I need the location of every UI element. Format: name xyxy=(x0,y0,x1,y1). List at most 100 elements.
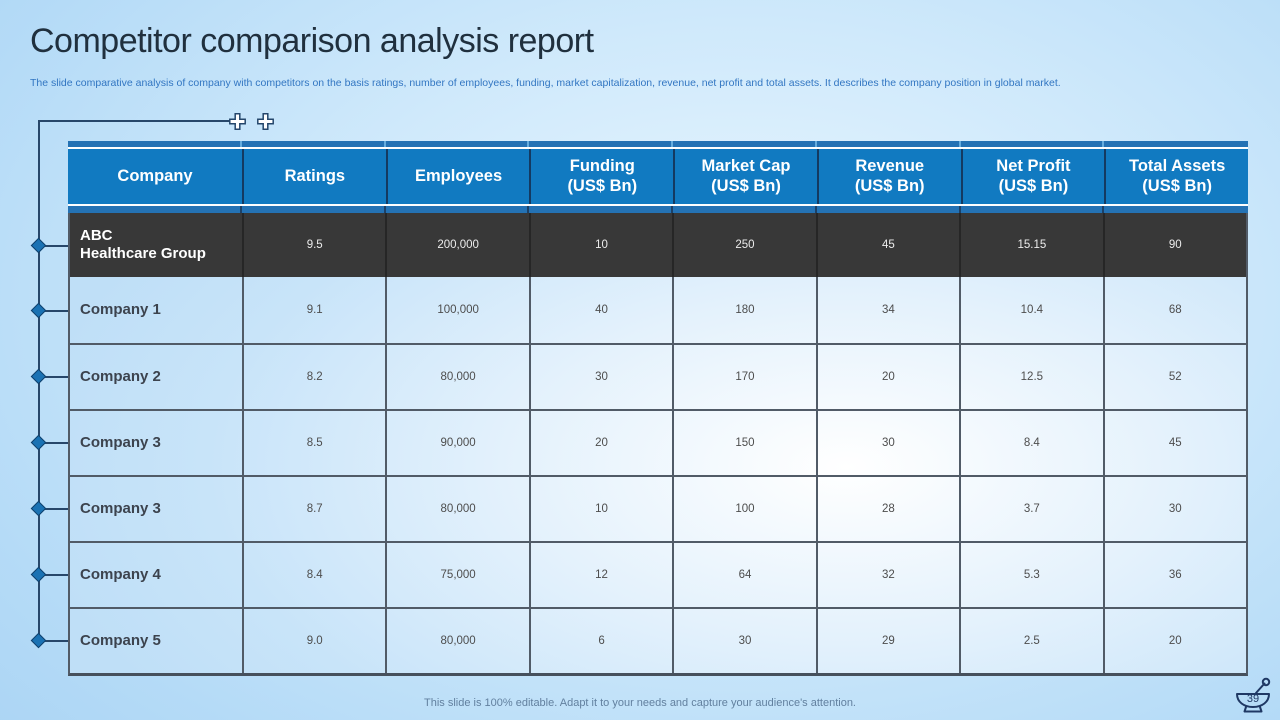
funding-cell: 6 xyxy=(528,609,672,673)
footer-note: This slide is 100% editable. Adapt it to… xyxy=(424,697,856,709)
employees-cell: 75,000 xyxy=(385,543,528,607)
table-body: ABC Healthcare Group 9.5 200,000 10 250 4… xyxy=(68,213,1248,676)
table-row: Company 4 8.4 75,000 12 64 32 5.3 36 xyxy=(70,541,1246,607)
net-profit-cell: 2.5 xyxy=(959,609,1102,673)
ratings-cell: 9.5 xyxy=(242,213,385,277)
table-rows-group: Company 1 9.1 100,000 40 180 34 10.4 68 … xyxy=(70,277,1246,673)
funding-cell: 10 xyxy=(528,213,672,277)
employees-cell: 90,000 xyxy=(385,411,528,475)
comparison-table: Company Ratings Employees Funding (US$ Bn… xyxy=(68,141,1248,676)
total-assets-cell: 68 xyxy=(1102,277,1246,343)
column-header-employees: Employees xyxy=(385,149,530,204)
slide-subtitle: The slide comparative analysis of compan… xyxy=(30,77,1061,89)
total-assets-cell: 90 xyxy=(1102,213,1246,277)
net-profit-cell: 10.4 xyxy=(959,277,1102,343)
connector-line xyxy=(40,574,68,576)
table-row: Company 1 9.1 100,000 40 180 34 10.4 68 xyxy=(70,277,1246,343)
funding-cell: 30 xyxy=(528,345,672,409)
revenue-cell: 34 xyxy=(815,277,959,343)
revenue-cell: 32 xyxy=(815,543,959,607)
employees-cell: 200,000 xyxy=(385,213,528,277)
revenue-cell: 30 xyxy=(815,411,959,475)
column-header-revenue: Revenue (US$ Bn) xyxy=(816,149,961,204)
row-marker-diamond xyxy=(30,500,47,517)
table-row: Company 5 9.0 80,000 6 30 29 2.5 20 xyxy=(70,607,1246,673)
plus-icon xyxy=(257,113,274,130)
company-cell: ABC Healthcare Group xyxy=(80,227,206,262)
funding-cell: 12 xyxy=(528,543,672,607)
company-cell: Company 5 xyxy=(80,632,161,649)
net-profit-cell: 5.3 xyxy=(959,543,1102,607)
table-accent-strip-bottom xyxy=(68,206,1248,213)
row-marker-diamond xyxy=(30,434,47,451)
divider-line xyxy=(68,204,1248,206)
svg-text:39: 39 xyxy=(1247,693,1259,705)
column-header-company: Company xyxy=(117,166,193,185)
column-header-market-cap: Market Cap (US$ Bn) xyxy=(673,149,817,204)
ratings-cell: 8.4 xyxy=(242,543,385,607)
market-cap-cell: 250 xyxy=(672,213,815,277)
company-cell: Company 1 xyxy=(80,301,161,318)
market-cap-cell: 180 xyxy=(672,277,815,343)
employees-cell: 100,000 xyxy=(385,277,528,343)
net-profit-cell: 3.7 xyxy=(959,477,1102,541)
plus-icon xyxy=(229,113,246,130)
connector-line xyxy=(40,508,68,510)
connector-line xyxy=(40,376,68,378)
market-cap-cell: 30 xyxy=(672,609,815,673)
market-cap-cell: 170 xyxy=(672,345,815,409)
total-assets-cell: 20 xyxy=(1102,609,1246,673)
net-profit-cell: 15.15 xyxy=(959,213,1102,277)
company-cell: Company 2 xyxy=(80,368,161,385)
funding-cell: 40 xyxy=(528,277,672,343)
page-number-mortar-icon: 39 xyxy=(1236,677,1271,713)
connector-line xyxy=(40,442,68,444)
divider-line xyxy=(68,147,1248,149)
revenue-cell: 45 xyxy=(815,213,959,277)
connector-line xyxy=(40,245,68,247)
revenue-cell: 28 xyxy=(815,477,959,541)
ratings-cell: 9.1 xyxy=(242,277,385,343)
employees-cell: 80,000 xyxy=(385,609,528,673)
table-accent-strip-top xyxy=(68,141,1248,147)
market-cap-cell: 150 xyxy=(672,411,815,475)
row-marker-diamond xyxy=(30,368,47,385)
employees-cell: 80,000 xyxy=(385,477,528,541)
column-header-funding: Funding (US$ Bn) xyxy=(529,149,673,204)
column-header-ratings: Ratings xyxy=(242,149,386,204)
row-marker-diamond xyxy=(30,302,47,319)
total-assets-cell: 30 xyxy=(1102,477,1246,541)
table-row: Company 3 8.7 80,000 10 100 28 3.7 30 xyxy=(70,475,1246,541)
ratings-cell: 8.7 xyxy=(242,477,385,541)
table-row-highlight: ABC Healthcare Group 9.5 200,000 10 250 4… xyxy=(70,213,1246,277)
market-cap-cell: 64 xyxy=(672,543,815,607)
employees-cell: 80,000 xyxy=(385,345,528,409)
company-cell: Company 4 xyxy=(80,566,161,583)
column-header-net-profit: Net Profit (US$ Bn) xyxy=(960,149,1105,204)
company-cell: Company 3 xyxy=(80,500,161,517)
guide-line-horizontal xyxy=(38,120,230,122)
company-cell: Company 3 xyxy=(80,434,161,451)
total-assets-cell: 52 xyxy=(1102,345,1246,409)
column-header-total-assets: Total Assets (US$ Bn) xyxy=(1104,149,1248,204)
market-cap-cell: 100 xyxy=(672,477,815,541)
table-header-row: Company Ratings Employees Funding (US$ Bn… xyxy=(68,149,1248,204)
funding-cell: 10 xyxy=(528,477,672,541)
total-assets-cell: 36 xyxy=(1102,543,1246,607)
page-title: Competitor comparison analysis report xyxy=(30,22,594,60)
net-profit-cell: 8.4 xyxy=(959,411,1102,475)
ratings-cell: 8.5 xyxy=(242,411,385,475)
row-marker-diamond xyxy=(30,632,47,649)
total-assets-cell: 45 xyxy=(1102,411,1246,475)
revenue-cell: 20 xyxy=(815,345,959,409)
revenue-cell: 29 xyxy=(815,609,959,673)
net-profit-cell: 12.5 xyxy=(959,345,1102,409)
connector-line xyxy=(40,640,68,642)
connector-line xyxy=(40,310,68,312)
funding-cell: 20 xyxy=(528,411,672,475)
row-marker-diamond xyxy=(30,566,47,583)
ratings-cell: 8.2 xyxy=(242,345,385,409)
table-row: Company 2 8.2 80,000 30 170 20 12.5 52 xyxy=(70,343,1246,409)
ratings-cell: 9.0 xyxy=(242,609,385,673)
row-marker-diamond xyxy=(30,237,47,254)
